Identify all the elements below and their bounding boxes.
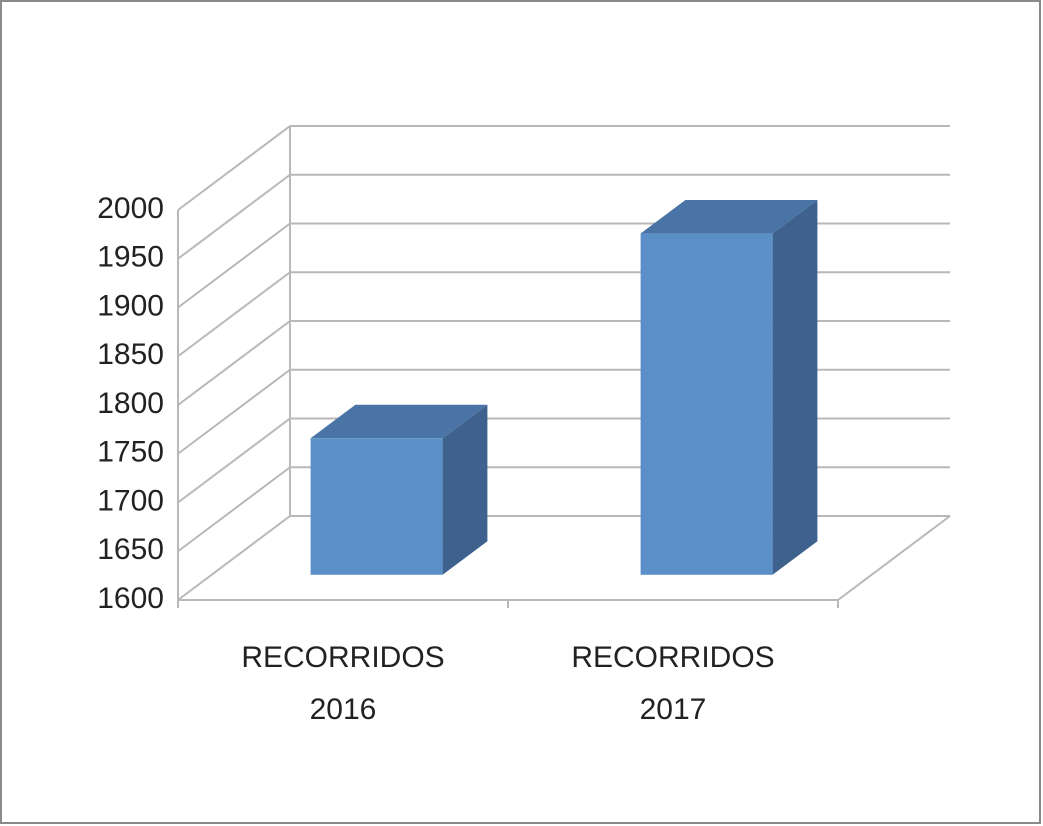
grid-line-side [177, 417, 291, 504]
grid-line-side [177, 125, 291, 211]
y-tick-label: 1800 [97, 387, 164, 420]
x-tick-label: RECORRIDOS 2017 [571, 641, 775, 726]
grid-line-side [177, 368, 291, 455]
y-tick-label: 1950 [97, 241, 164, 274]
bar-side [442, 404, 488, 575]
x-tick-label: RECORRIDOS 2016 [241, 641, 445, 726]
bar [310, 438, 443, 575]
y-tick-label: 1750 [97, 436, 164, 469]
y-tick-label: 1900 [97, 289, 164, 322]
floor-edge [837, 515, 951, 601]
bar [640, 233, 773, 575]
bar-top [310, 404, 488, 439]
bar-side [772, 199, 818, 575]
y-tick-label: 1850 [97, 338, 164, 371]
grid-line-side [177, 320, 291, 406]
grid-line-side [177, 466, 291, 553]
grid-line-side [177, 222, 291, 309]
grid-line-side [177, 271, 291, 358]
y-tick-label: 1600 [97, 582, 164, 615]
y-tick-label: 1650 [97, 533, 164, 566]
y-tick-label: 2000 [97, 192, 164, 225]
y-tick-label: 1700 [97, 484, 164, 517]
grid-line-side [177, 173, 291, 260]
bar-top [640, 199, 818, 234]
grid-line-side [177, 515, 291, 601]
